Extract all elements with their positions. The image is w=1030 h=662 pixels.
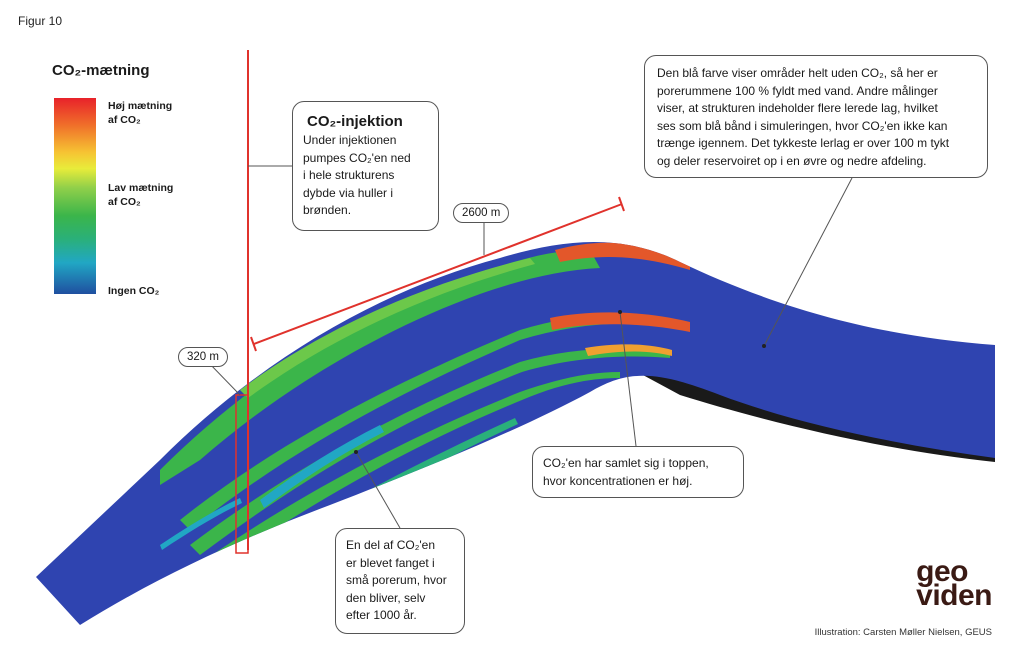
legend-low: Lav mætning af CO₂ <box>108 181 173 209</box>
logo-line1: geo <box>916 555 968 588</box>
top-concentration-callout: CO₂'en har samlet sig i toppen, hvor kon… <box>532 446 744 498</box>
injection-line-3: i hele strukturens <box>303 168 395 182</box>
illustration-credit: Illustration: Carsten Møller Nielsen, GE… <box>814 627 992 638</box>
blue-area-callout: Den blå farve viser områder helt uden CO… <box>644 55 988 178</box>
length-measure-tick-left <box>250 336 257 352</box>
logo-line2: viden <box>916 579 992 612</box>
injection-title: CO₂-injektion <box>307 113 403 130</box>
co2-streak <box>160 498 242 550</box>
legend-color-scale <box>54 98 96 294</box>
legend-none: Ingen CO₂ <box>108 285 160 297</box>
blue-callout-line-2: porerummene 100 % fyldt med vand. Andre … <box>657 83 938 98</box>
top-callout-leader <box>619 311 637 447</box>
blue-callout-line-5: trænge igennem. Det tykkeste lerlag er o… <box>657 136 950 150</box>
legend-low-line1: Lav mætning <box>108 182 174 194</box>
length-label: 2600 m <box>453 203 510 223</box>
legend-high-line1: Høj mætning <box>108 100 173 112</box>
co2-cap-lower <box>585 344 672 356</box>
blue-callout-line-4: ses som blå bånd i simuleringen, hvor CO… <box>657 118 948 133</box>
depth-label: 320 m <box>178 347 228 367</box>
legend-title: CO₂-mætning <box>52 62 150 79</box>
top-callout-pin <box>618 310 622 314</box>
geoviden-logo: geo viden <box>916 555 992 612</box>
legend-high: Høj mætning af CO₂ <box>108 99 172 127</box>
injection-line-5: brønden. <box>303 203 352 217</box>
depth-label-leader <box>207 361 241 396</box>
injection-line-2: pumpes CO₂'en ned <box>303 150 411 165</box>
length-measure-tick-right <box>618 196 625 212</box>
blue-callout-leader <box>763 177 853 347</box>
trapped-line-4: den bliver, selv <box>346 590 426 605</box>
figure-label: Figur 10 <box>18 14 63 28</box>
co2-layer-upper-thin <box>240 258 535 398</box>
trapped-co2-callout: En del af CO₂'en er blevet fanget i små … <box>335 528 465 634</box>
blue-callout-pin <box>762 344 766 348</box>
blue-callout-line-1: Den blå farve viser områder helt uden CO… <box>657 66 938 80</box>
trapped-line-1: En del af CO₂'en <box>346 538 435 552</box>
blue-callout-line-3: viser, at strukturen indeholder flere le… <box>657 101 938 115</box>
top-callout-line-2: hvor koncentrationen er høj. <box>543 473 693 488</box>
injection-line-4: dybde via huller i <box>303 185 394 200</box>
co2-layer-cyan <box>260 425 384 508</box>
blue-callout-line-6: og deler reservoiret op i en øvre og ned… <box>657 153 927 168</box>
top-callout-line-1: CO₂'en har samlet sig i toppen, <box>543 456 709 470</box>
legend-low-line2: af CO₂ <box>108 196 141 208</box>
legend-high-line2: af CO₂ <box>108 114 141 126</box>
trapped-callout-leader <box>355 451 401 529</box>
injection-callout: CO₂-injektion Under injektionen pumpes C… <box>292 101 439 231</box>
trapped-line-3: små porerum, hvor <box>346 573 447 587</box>
injection-line-1: Under injektionen <box>303 133 397 147</box>
length-measure-line <box>253 203 623 345</box>
trapped-callout-pin <box>354 450 358 454</box>
co2-cap-top <box>555 242 690 270</box>
trapped-line-5: efter 1000 år. <box>346 608 417 622</box>
co2-cap-middle <box>550 312 690 332</box>
well-perforation <box>235 394 249 554</box>
trapped-line-2: er blevet fanget i <box>346 555 435 570</box>
reservoir-body <box>36 241 995 625</box>
